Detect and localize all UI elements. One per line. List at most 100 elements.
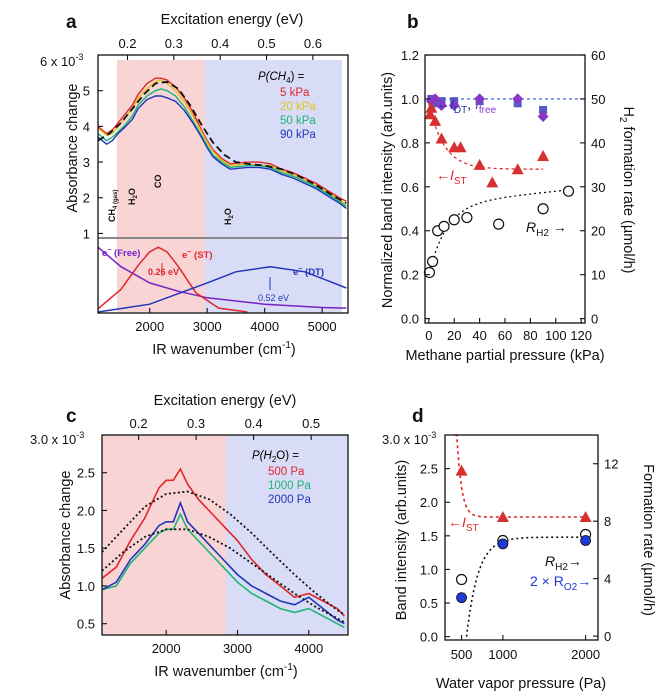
panel-b-point-st bbox=[454, 141, 467, 153]
panel-b-point-dt bbox=[539, 105, 548, 114]
panel-a-y-tick-label: 2 bbox=[83, 191, 90, 206]
panel-b-y-tick-label: 0.2 bbox=[401, 268, 419, 283]
panel-a-top-tick-label: 0.3 bbox=[165, 36, 183, 51]
panel-a-free-label: e− (Free) bbox=[102, 247, 140, 259]
panel-d-y-exponent: 3.0 x 10-3 bbox=[382, 430, 436, 447]
panel-c: c Excitation energy (eV) 2000 3000 4000 0.5… bbox=[30, 393, 349, 680]
panel-d-y-tick-label: 0.0 bbox=[420, 630, 438, 645]
panel-b-y-tick-label: 1.0 bbox=[401, 92, 419, 107]
panel-b-st-fit bbox=[428, 103, 544, 170]
panel-b-point-st bbox=[511, 163, 524, 175]
panel-d-ticks: 500 1000 2000 0.0 0.5 1.0 1.5 2.0 2.5 0 4 8 12 bbox=[420, 457, 619, 662]
panel-c-line-500-pa bbox=[101, 467, 345, 617]
panel-a-legend-20kpa: 20 kPa bbox=[280, 101, 316, 113]
panel-b-point-st bbox=[424, 108, 437, 120]
panel-c-legend-1000pa: 1000 Pa bbox=[268, 480, 311, 492]
panel-b-point-free bbox=[436, 100, 448, 112]
panel-d-y-tick-label: 2.0 bbox=[420, 495, 438, 510]
panel-b-y-left-title: Normalized band intensity (arb.units) bbox=[380, 72, 396, 308]
panel-c-y-exponent: 3.0 x 10-3 bbox=[30, 430, 84, 447]
panel-c-top-tick-label: 0.4 bbox=[245, 416, 263, 431]
panel-d-y-tick-label: 1.5 bbox=[420, 529, 438, 544]
panel-a-blue-shading bbox=[205, 60, 342, 237]
panel-d: d 500 1000 2000 0.0 0.5 1.0 1.5 2.0 2.5 0 4 8 12 3.0… bbox=[382, 406, 656, 692]
panel-a-lower-series-group bbox=[97, 246, 347, 313]
panel-b-x-tick-label: 40 bbox=[472, 328, 486, 343]
panel-a-x-tick-label: 5000 bbox=[308, 319, 337, 334]
panel-a-top-tick-label: 0.2 bbox=[118, 36, 136, 51]
panel-b-point-rh2 bbox=[448, 214, 460, 226]
panel-b-point-st bbox=[425, 101, 438, 113]
panel-b-point-st bbox=[473, 158, 486, 170]
panel-d-point-ro2 bbox=[497, 538, 509, 550]
panel-a-top-tick-label: 0.4 bbox=[211, 36, 229, 51]
panel-c-frame bbox=[101, 434, 349, 636]
panel-c-line-fit bbox=[101, 528, 345, 623]
panel-a-st-label: e− (ST) bbox=[182, 249, 213, 261]
panel-b-y-tick-label: 0.0 bbox=[401, 312, 419, 327]
panel-c-y-tick-label: 2.0 bbox=[77, 503, 95, 518]
panel-a-x-tick-label: 3000 bbox=[193, 319, 222, 334]
panel-d-point-st bbox=[455, 464, 468, 476]
panel-a-series-group bbox=[97, 77, 347, 210]
panel-b-y2-tick-label: 10 bbox=[591, 268, 605, 283]
panel-a-frame bbox=[97, 54, 349, 314]
panel-b-y2-tick-label: 60 bbox=[591, 48, 605, 63]
panel-d-x-tick-label: 2000 bbox=[571, 647, 600, 662]
panel-b-point-free bbox=[537, 111, 549, 123]
panel-d-label-ro2: 2 × RO2→ bbox=[530, 573, 591, 593]
panel-a-letter: a bbox=[66, 12, 77, 33]
panel-b-x-tick-label: 80 bbox=[523, 328, 537, 343]
panel-c-top-tick-label: 0.5 bbox=[302, 416, 320, 431]
panel-a-x-tick-label: 2000 bbox=[135, 319, 164, 334]
panel-b-letter: b bbox=[407, 12, 419, 33]
panel-b-x-tick-label: 20 bbox=[447, 328, 461, 343]
panel-a-line-5-kpa bbox=[97, 77, 347, 202]
panel-b-point-free bbox=[429, 93, 441, 105]
panel-d-x-tick-label: 500 bbox=[451, 647, 473, 662]
panel-a-lower-line-est bbox=[97, 246, 248, 313]
panel-a-y-tick-label: 4 bbox=[83, 119, 90, 134]
panel-a-top-tick-label: 0.5 bbox=[258, 36, 276, 51]
panel-c-line-1000-pa bbox=[101, 512, 345, 629]
panel-c-y-tick-label: 1.0 bbox=[77, 579, 95, 594]
panel-c-top-tick-label: 0.3 bbox=[187, 416, 205, 431]
panel-a-legend-5kpa: 5 kPa bbox=[280, 87, 310, 99]
panel-b-point-rh2 bbox=[562, 185, 575, 197]
panel-b-y-tick-label: 0.6 bbox=[401, 180, 419, 195]
panel-a-ticks: 2000 3000 4000 5000 1 2 3 4 5 0.2 0.3 0.4 0.5 0.6 bbox=[83, 36, 337, 334]
panel-a-dt-peak-label: 0.52 eV bbox=[258, 293, 289, 303]
panel-a-lower-line-efree bbox=[97, 246, 347, 309]
panel-a-legend-title: P(CH4) = bbox=[258, 71, 305, 85]
panel-c-line-fit bbox=[101, 490, 345, 616]
panel-d-plot bbox=[454, 434, 592, 637]
panel-d-point-st bbox=[496, 511, 509, 522]
panel-a-x-title: IR wavenumber (cm-1) bbox=[152, 340, 295, 358]
panel-b-label-rh2: RH2 → bbox=[526, 219, 567, 239]
panel-b-ticks: 0 20 40 60 80 100 120 0.0 0.2 0.4 0.6 0.8 1.0 1.2 0 10 2… bbox=[401, 48, 606, 343]
panel-a-red-shading bbox=[117, 60, 205, 237]
panel-a-y-exponent: 6 x 10-3 bbox=[40, 52, 83, 69]
panel-d-y-left-title: Band intensity (arb.units) bbox=[394, 460, 410, 620]
panel-b-point-rh2 bbox=[438, 220, 450, 232]
panel-c-legend-2000pa: 2000 Pa bbox=[268, 494, 311, 506]
panel-a-ch4-annotation: CH4 (gas) bbox=[107, 190, 119, 222]
panel-d-label-st: ←IST bbox=[448, 514, 479, 534]
panel-a: a Excitation energy (eV) 2000 3000 4000 500… bbox=[40, 12, 349, 358]
panel-a-y-tick-label: 1 bbox=[83, 226, 90, 241]
panel-b-x-tick-label: 0 bbox=[425, 328, 432, 343]
panel-c-red-shading bbox=[102, 435, 226, 635]
panel-c-x-tick-label: 4000 bbox=[294, 641, 323, 656]
panel-b-y2-tick-label: 40 bbox=[591, 136, 605, 151]
panel-a-st-peak-label: 0.26 eV bbox=[148, 267, 179, 277]
panel-c-ticks: 2000 3000 4000 0.5 1.0 1.5 2.0 2.5 0.2 0.3 0.4 0.5 bbox=[77, 416, 323, 656]
panel-d-y-tick-label: 2.5 bbox=[420, 462, 438, 477]
panel-d-point-st bbox=[579, 511, 592, 522]
panel-c-series-group bbox=[101, 467, 345, 629]
panel-a-lower-line-edt bbox=[97, 265, 347, 313]
panel-b-point-rh2 bbox=[493, 218, 505, 230]
panel-b-point-rh2 bbox=[427, 255, 439, 268]
panel-d-label-rh2: RH2→ bbox=[545, 553, 582, 573]
panel-b-y2-tick-label: 0 bbox=[591, 312, 598, 327]
panel-a-dt-label: e− (DT) bbox=[293, 266, 324, 278]
